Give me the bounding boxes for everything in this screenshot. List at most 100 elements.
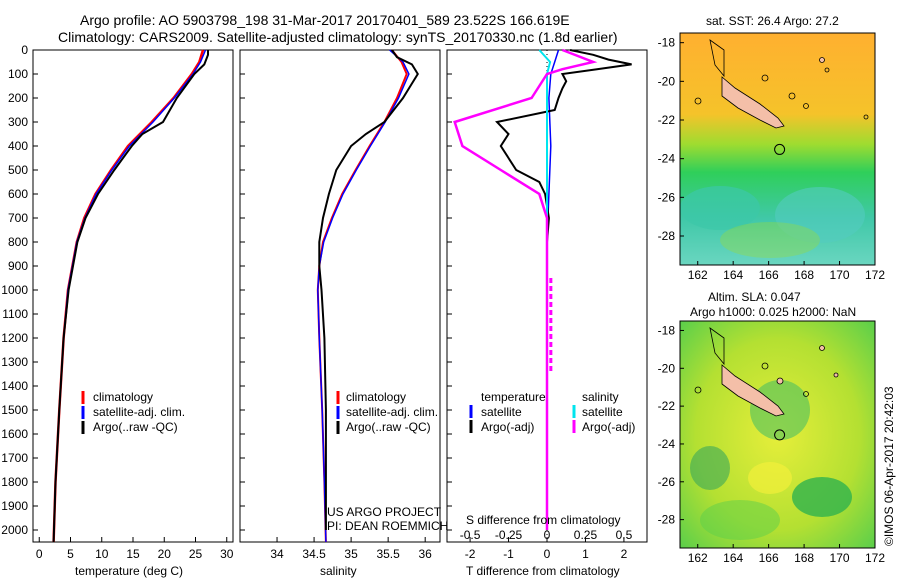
- temperature-xlabel: temperature (deg C): [75, 564, 183, 578]
- project-annotation: US ARGO PROJECT: [327, 505, 442, 519]
- island-outline: [788, 92, 796, 100]
- depth-tick-label: 1200: [1, 331, 28, 345]
- legend-label: Argo(-adj): [582, 420, 635, 434]
- map-y-tick-label: -24: [658, 437, 676, 451]
- island-outline: [824, 67, 830, 73]
- temperature-axes-frame: [32, 49, 234, 543]
- map-y-tick-label: -22: [658, 113, 676, 127]
- island-outline: [776, 377, 784, 385]
- temperature-x-axis: 0 5 10 15 20 25 30: [36, 537, 234, 561]
- t-difference-xlabel: T difference from climatology: [466, 564, 620, 578]
- title-line-1: Argo profile: AO 5903798_198 31-Mar-2017…: [80, 12, 570, 28]
- s-tick-label: -0.5: [460, 528, 481, 542]
- salinity-lines: [316, 49, 419, 543]
- series-line-argo-raw-qc-: [318, 49, 419, 530]
- depth-tick-label: 1800: [1, 475, 28, 489]
- map-y-tick-label: -26: [658, 190, 676, 204]
- depth-tick-label: 400: [8, 139, 28, 153]
- island-outline: [761, 74, 769, 82]
- island-outline: [803, 391, 809, 397]
- map-x-tick-label: 168: [794, 551, 814, 565]
- x-tick-label: -2: [465, 547, 476, 561]
- s-tick-label: 0.25: [574, 528, 598, 542]
- legend-label: Argo(..raw -QC): [346, 420, 431, 434]
- island-outline: [694, 97, 702, 105]
- depth-tick-label: 1300: [1, 355, 28, 369]
- legend-label: Argo(..raw -QC): [93, 420, 178, 434]
- series-line-s-satellite: [538, 49, 552, 530]
- legend-header-salinity: salinity: [582, 390, 619, 404]
- island-outline: [761, 362, 769, 370]
- island-outline: [803, 103, 809, 109]
- depth-tick-label: 600: [8, 187, 28, 201]
- map-y-tick-label: -22: [658, 399, 676, 413]
- depth-tick-label: 100: [8, 67, 28, 81]
- altimetry-title-line-1: Altim. SLA: 0.047: [708, 290, 801, 304]
- depth-tick-label: 800: [8, 235, 28, 249]
- depth-tick-label: 1000: [1, 283, 28, 297]
- x-tick-label: 34.5: [302, 547, 326, 561]
- depth-tick-label: 1900: [1, 499, 28, 513]
- difference-legend: temperature salinity satellite Argo(-adj…: [469, 390, 635, 434]
- x-tick-label: 20: [158, 547, 172, 561]
- argo-location-marker: [774, 429, 786, 441]
- x-tick-label: 36: [419, 547, 433, 561]
- temperature-panel: 0100200300400500600700800900100011001200…: [1, 43, 233, 578]
- new-caledonia-island: [721, 76, 785, 129]
- credit-text: ©IMOS 06-Apr-2017 20:42:03: [882, 386, 896, 546]
- series-line-climatology: [52, 49, 205, 543]
- new-caledonia-island: [721, 364, 785, 417]
- island-outline: [863, 114, 869, 120]
- map-x-tick-label: 162: [688, 551, 708, 565]
- depth-tick-label: 1100: [2, 307, 28, 321]
- sst-map-panel: sat. SST: 26.4 Argo: 27.2 162 164 166 168 17…: [658, 14, 886, 282]
- argo-location-marker: [774, 143, 786, 155]
- x-tick-label: 15: [126, 547, 140, 561]
- map-x-tick-label: 172: [865, 551, 885, 565]
- legend-label: satellite: [481, 405, 522, 419]
- altimetry-title-line-2: Argo h1000: 0.025 h2000: NaN: [690, 305, 856, 319]
- series-line-argo-raw-qc-: [52, 50, 209, 543]
- reef-outline: [709, 39, 725, 78]
- temperature-legend: climatology satellite-adj. clim. Argo(..…: [81, 390, 185, 434]
- sst-map-frame: [679, 32, 876, 266]
- map-y-tick-label: -28: [658, 513, 676, 527]
- island-outline: [819, 345, 825, 351]
- legend-label: climatology: [93, 390, 153, 404]
- map-x-tick-label: 166: [759, 551, 779, 565]
- x-tick-label: 35.5: [376, 547, 400, 561]
- sla-low-patch: [690, 446, 730, 490]
- temperature-lines: [52, 49, 209, 543]
- map-x-tick-label: 172: [865, 268, 885, 282]
- salinity-panel: 34 34.5 35 35.5 36 salinity climatology sate…: [239, 49, 448, 578]
- sla-low-patch: [792, 477, 852, 517]
- pi-annotation: PI: DEAN ROEMMICH: [327, 519, 448, 533]
- series-line-satellite-adj-clim-: [52, 49, 207, 543]
- map-y-tick-label: -18: [658, 36, 676, 50]
- reef-outline: [709, 327, 725, 366]
- legend-label: Argo(-adj): [481, 420, 534, 434]
- x-tick-label: 30: [220, 547, 234, 561]
- depth-tick-label: 1700: [1, 451, 28, 465]
- depth-tick-label: 2000: [1, 523, 28, 537]
- x-tick-label: 25: [189, 547, 203, 561]
- map-x-tick-label: 166: [759, 268, 779, 282]
- depth-tick-label: 1400: [1, 379, 28, 393]
- depth-tick-label: 1600: [1, 427, 28, 441]
- map-y-tick-label: -20: [658, 361, 676, 375]
- x-tick-label: 0: [544, 547, 551, 561]
- map-x-tick-label: 170: [830, 268, 850, 282]
- sst-cool-patch: [680, 186, 760, 230]
- altimetry-map-panel: Altim. SLA: 0.047 Argo h1000: 0.025 h200…: [658, 290, 886, 565]
- salinity-legend: climatology satellite-adj. clim. Argo(..…: [336, 390, 438, 434]
- sla-high-patch: [748, 462, 792, 494]
- x-tick-label: 34: [270, 547, 284, 561]
- depth-tick-label: 700: [8, 211, 28, 225]
- legend-label: satellite: [582, 405, 623, 419]
- map-y-tick-label: -28: [658, 229, 676, 243]
- island-outline: [819, 57, 825, 63]
- series-line-s-argo-adj-: [453, 48, 598, 530]
- sst-map-title: sat. SST: 26.4 Argo: 27.2: [706, 14, 839, 28]
- legend-label: satellite-adj. clim.: [346, 405, 438, 419]
